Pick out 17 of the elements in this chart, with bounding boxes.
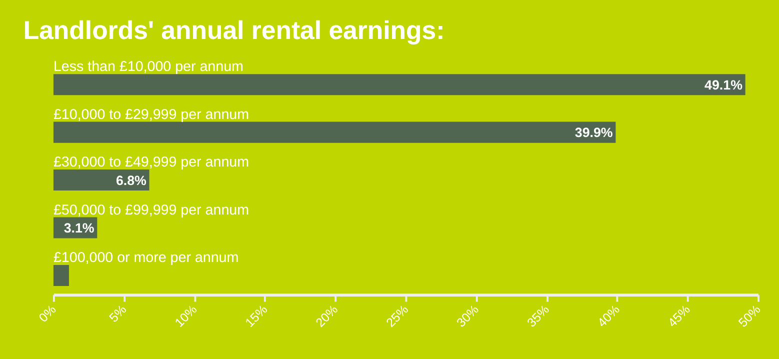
y-tick-label: £30,000 to £49,999 per annum — [53, 154, 250, 171]
data-label: 39.9% — [574, 125, 613, 140]
y-tick-label: Less than £10,000 per annum — [53, 59, 244, 76]
x-tick-label: 30% — [454, 302, 482, 330]
x-tick-label: 0% — [36, 302, 59, 325]
x-tick-label: 5% — [106, 302, 130, 325]
data-label: 6.8% — [116, 172, 147, 188]
x-tick-label: 35% — [524, 302, 552, 330]
y-tick-label: £50,000 to £99,999 per annum — [53, 202, 250, 218]
x-tick-label: 50% — [736, 302, 764, 330]
x-tick-label: 40% — [594, 302, 622, 330]
chart-title: Landlords' annual rental earnings: — [23, 16, 445, 45]
y-tick-label: £100,000 or more per annum — [53, 250, 239, 266]
x-tick-label: 45% — [665, 302, 693, 330]
data-label: 49.1% — [704, 77, 743, 92]
data-label: 3.1% — [64, 220, 94, 236]
y-tick-label: £10,000 to £29,999 per annum — [53, 106, 250, 123]
